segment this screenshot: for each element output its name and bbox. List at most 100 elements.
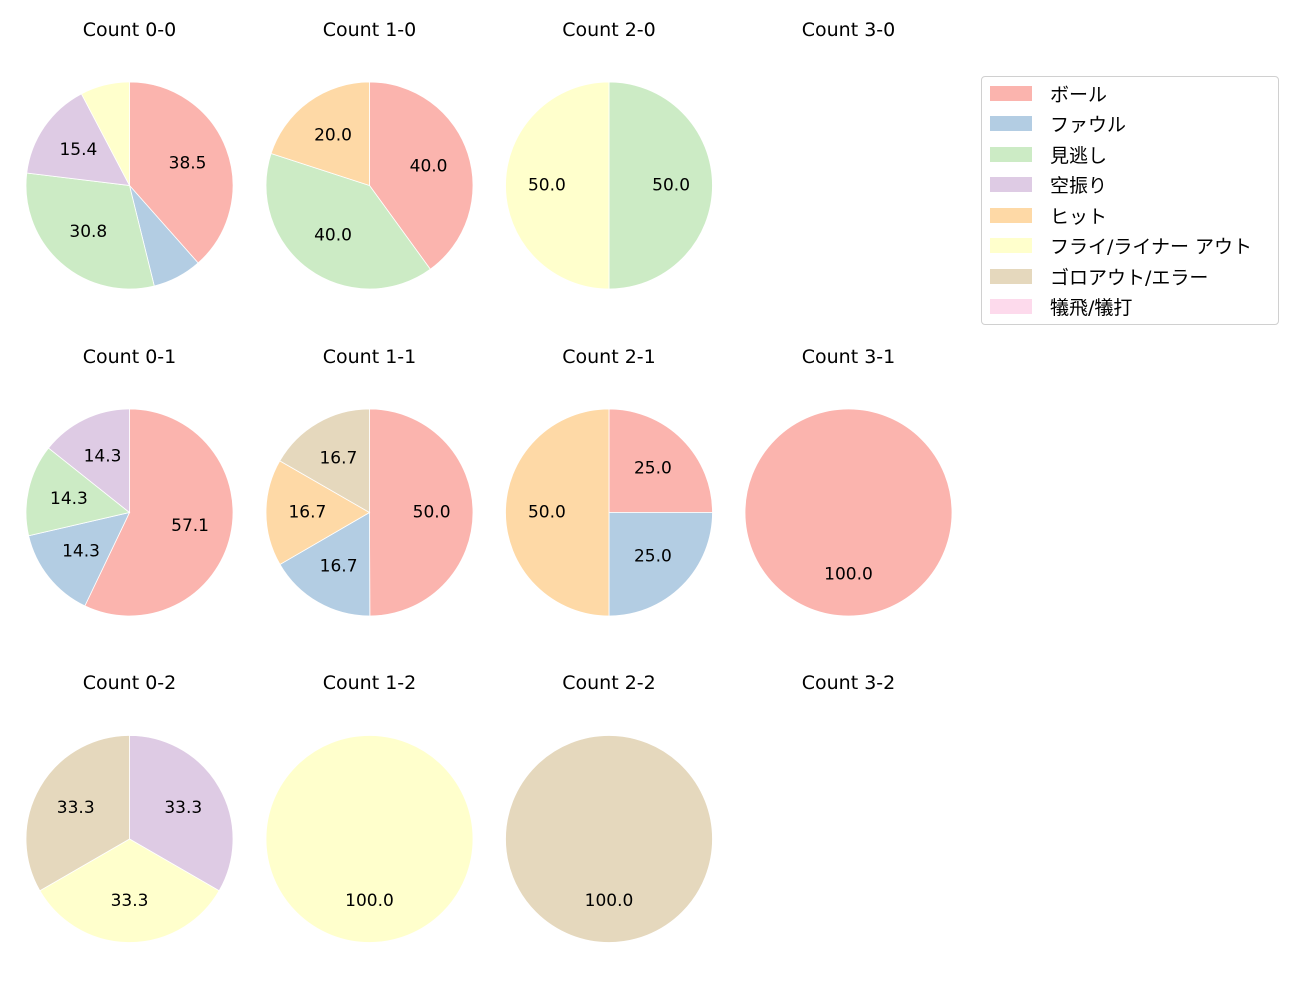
pie-slice-label: 30.8: [69, 222, 107, 242]
pie-slice: [28, 511, 131, 607]
legend-item-foul: ファウル: [990, 109, 1126, 139]
pie-slice: [25, 172, 155, 290]
legend-label: 犠飛/犠打: [1050, 297, 1133, 319]
pie-title: Count 2-2: [562, 672, 656, 694]
pie-slice: [47, 408, 130, 514]
pie-slice: [25, 735, 130, 892]
pie-slice-label: 16.7: [288, 503, 326, 523]
pie-count-0-1: Count 0-1 57.1 14.3 14.3 14.3: [25, 346, 234, 617]
pie-slice: [129, 735, 234, 892]
pie-slice-label: 40.0: [314, 226, 352, 246]
pie-count-2-2: Count 2-2 100.0: [505, 672, 713, 943]
pie-slice-label: 15.4: [59, 140, 97, 160]
legend-swatch: [990, 299, 1032, 314]
pie-count-1-0: Count 1-0 40.0 40.0 20.0: [265, 19, 474, 290]
legend-swatch: [990, 146, 1032, 162]
pie-title: Count 3-1: [802, 346, 896, 368]
legend-label: 空振り: [1050, 175, 1108, 197]
pie-slice: [505, 735, 713, 943]
pie-slice: [80, 81, 130, 186]
pie-slice-label: 25.0: [634, 546, 672, 566]
legend-label: フライ/ライナー アウト: [1050, 236, 1253, 258]
pie-slice-label: 33.3: [111, 891, 149, 911]
pie-slice: [270, 81, 370, 187]
pie-slice-label: 14.3: [84, 447, 122, 467]
legend-label: ゴロアウト/エラー: [1050, 266, 1209, 289]
pie-slice-label: 33.3: [57, 798, 95, 818]
pie-slice-label: 50.0: [528, 176, 566, 196]
pie-title: Count 1-0: [323, 19, 417, 41]
pie-slice: [608, 408, 713, 513]
pie-slice-label: 57.1: [171, 516, 209, 536]
pie-title: Count 1-1: [323, 346, 417, 368]
pie-count-3-1: Count 3-1 100.0: [744, 346, 953, 617]
legend-item-swinging-strike: 空振り: [990, 170, 1107, 200]
pie-slice-label: 16.7: [319, 449, 357, 469]
pie-slice: [265, 735, 474, 943]
legend-item-fly-out: フライ/ライナー アウト: [990, 231, 1252, 261]
legend-item-sacrifice: 犠飛/犠打: [990, 292, 1132, 322]
legend-item-ball: ボール: [990, 78, 1107, 108]
pie-slice: [505, 81, 610, 290]
pie-slice: [505, 408, 610, 617]
pie-slice: [25, 447, 131, 537]
pie-slice: [26, 93, 131, 186]
legend-swatch: [990, 238, 1032, 253]
pie-title: Count 1-2: [323, 672, 417, 694]
pie-slice-label: 16.7: [320, 556, 358, 576]
pie-count-2-1: Count 2-1 25.0 25.0 50.0: [505, 346, 713, 617]
pie-slice-label: 100.0: [585, 891, 634, 911]
pie-title: Count 2-1: [562, 346, 656, 368]
pie-count-0-2: Count 0-2 33.3 33.3 33.3: [25, 672, 234, 943]
pie-slice-label: 100.0: [824, 565, 873, 585]
chart-legend: ボール ファウル 見逃し 空振り ヒット フライ/ライナー アウト ゴロアウト/…: [981, 76, 1279, 325]
pie-slice-label: 50.0: [652, 176, 690, 196]
legend-swatch: [990, 116, 1032, 131]
pie-title: Count 3-0: [802, 19, 896, 41]
pie-slice-label: 20.0: [314, 125, 352, 145]
pie-slice: [744, 408, 953, 617]
legend-item-hit: ヒット: [990, 200, 1107, 230]
pie-slice-label: 50.0: [528, 503, 566, 523]
pie-count-2-0: Count 2-0 50.0 50.0: [505, 19, 713, 290]
legend-item-ground-out: ゴロアウト/エラー: [990, 261, 1208, 291]
pie-slice-label: 50.0: [413, 502, 451, 522]
pie-slice-label: 14.3: [62, 541, 100, 561]
pie-count-3-0: Count 3-0: [802, 19, 896, 41]
legend-swatch: [990, 268, 1032, 284]
pie-title: Count 2-0: [562, 19, 656, 41]
pie-slice: [84, 408, 234, 617]
pie-slice: [608, 81, 713, 290]
pie-count-0-0: Count 0-0 38.5 30.8 15.4: [25, 19, 234, 290]
pie-slice-label: 14.3: [50, 489, 88, 509]
legend-swatch: [990, 85, 1032, 101]
pie-title: Count 3-2: [802, 672, 896, 694]
legend-swatch: [990, 177, 1032, 192]
pie-title: Count 0-1: [83, 346, 177, 368]
pie-slice: [369, 408, 474, 617]
pie-slice-label: 38.5: [169, 153, 207, 173]
pie-slice: [265, 460, 371, 565]
pie-slice: [279, 408, 370, 514]
pie-count-1-2: Count 1-2 100.0: [265, 672, 474, 943]
legend-label: 見逃し: [1050, 144, 1108, 167]
pie-title: Count 0-2: [83, 672, 177, 694]
pie-slice: [608, 512, 713, 617]
pie-slice: [369, 81, 474, 270]
pie-title: Count 0-0: [83, 19, 177, 41]
pie-slice: [129, 81, 234, 264]
legend-label: ヒット: [1050, 205, 1108, 228]
pie-slice-label: 100.0: [345, 891, 394, 911]
pie-slice-label: 33.3: [164, 798, 202, 818]
pie-slice-label: 25.0: [634, 459, 672, 479]
legend-label: ファウル: [1050, 114, 1127, 136]
pie-slice: [265, 153, 431, 290]
pie-slice-label: 40.0: [410, 156, 448, 176]
legend-label: ボール: [1050, 83, 1108, 106]
pie-count-1-1: Count 1-1 50.0 16.7 16.7 16.7: [265, 346, 474, 617]
legend-swatch: [990, 207, 1032, 223]
legend-item-called-strike: 見逃し: [990, 139, 1107, 169]
pie-slice: [279, 511, 371, 617]
pie-count-3-2: Count 3-2: [802, 672, 896, 694]
